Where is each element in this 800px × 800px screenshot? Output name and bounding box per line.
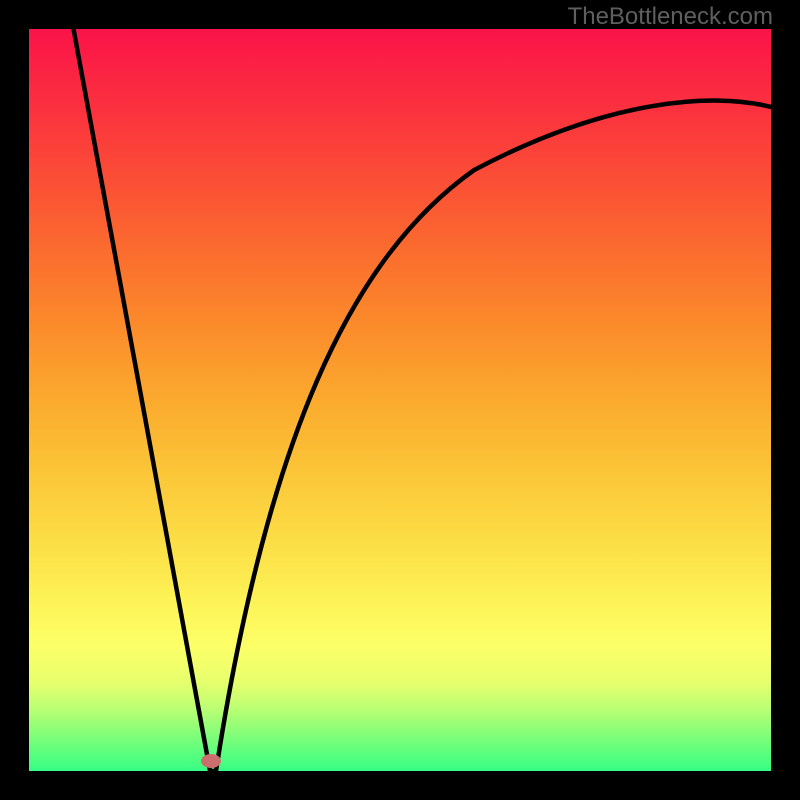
chart-root: TheBottleneck.com: [0, 0, 800, 800]
gradient-background: [29, 29, 771, 771]
plot-area: [29, 29, 771, 771]
minimum-marker: [201, 754, 221, 768]
watermark-text: TheBottleneck.com: [568, 3, 773, 31]
